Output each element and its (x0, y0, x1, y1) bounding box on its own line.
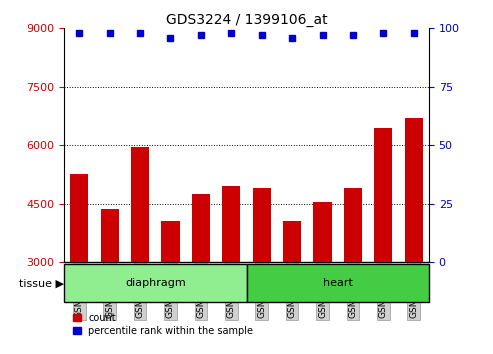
Bar (283, 221, 301, 262)
Bar (192, 194, 210, 262)
Text: tissue ▶: tissue ▶ (19, 278, 64, 288)
Bar (131, 147, 149, 262)
Bar (314, 201, 332, 262)
Bar (161, 221, 179, 262)
Bar (344, 188, 362, 262)
Text: heart: heart (323, 278, 352, 288)
Bar (252, 188, 271, 262)
Legend: count, percentile rank within the sample: count, percentile rank within the sample (69, 309, 257, 340)
FancyBboxPatch shape (246, 264, 429, 302)
Bar (222, 186, 241, 262)
Bar (374, 128, 392, 262)
Bar (70, 174, 88, 262)
Text: diaphragm: diaphragm (125, 278, 186, 288)
Title: GDS3224 / 1399106_at: GDS3224 / 1399106_at (166, 13, 327, 27)
Bar (101, 209, 119, 262)
Bar (405, 118, 423, 262)
FancyBboxPatch shape (64, 264, 246, 302)
